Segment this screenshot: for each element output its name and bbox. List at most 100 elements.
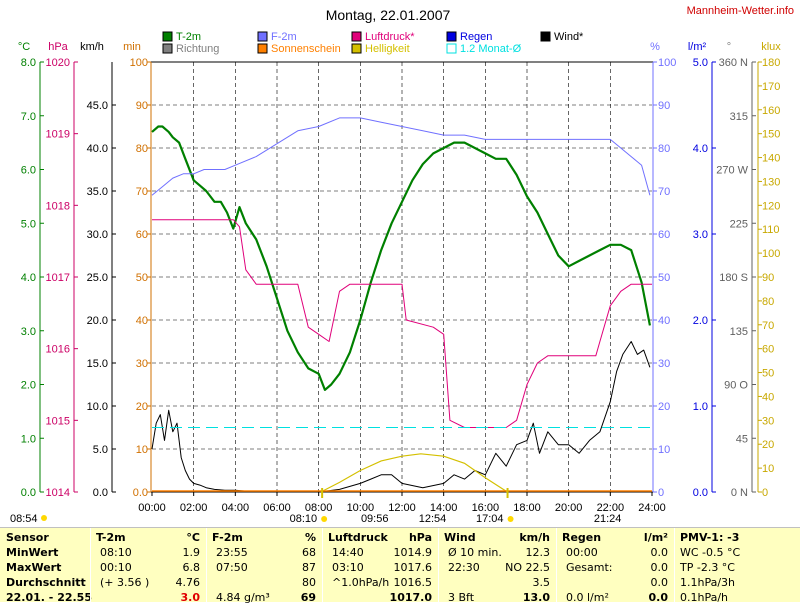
tick-label: 1020 bbox=[46, 57, 70, 69]
time-label: 14:00 bbox=[430, 502, 458, 514]
tick-label: 5.0 bbox=[693, 57, 708, 69]
stats-row: TP -2.3 °C bbox=[680, 561, 735, 574]
tick-label: 7.0 bbox=[21, 111, 36, 123]
tick-label: 90 bbox=[136, 100, 148, 112]
series-line bbox=[151, 117, 651, 196]
stats-col5: Wind km/h Ø 10 min. 12.3 22:30 NO 22.5 3.5 3 Bf… bbox=[439, 528, 557, 604]
tick-label: 0.0 bbox=[133, 487, 148, 499]
tick-label: 0 bbox=[762, 487, 768, 499]
legend-label: 1.2 Monat-Ø bbox=[460, 43, 522, 55]
tick-label: 45.0 bbox=[87, 100, 108, 112]
tick-label: 30 bbox=[658, 358, 670, 370]
stats-col7: PMV-1: -3 WC -0.5 °C TP -2.3 °C 1.1hPa/3h 0.… bbox=[675, 528, 800, 604]
time-label: 16:00 bbox=[472, 502, 500, 514]
tick-label: 45 bbox=[736, 433, 748, 445]
sunrise-icon bbox=[321, 516, 328, 522]
time-label: 22:00 bbox=[597, 502, 625, 514]
legend-swatch bbox=[162, 31, 173, 42]
stats-divider bbox=[438, 528, 439, 602]
unit-label: ° bbox=[727, 41, 731, 53]
stats-header: T-2m °C bbox=[96, 531, 200, 544]
tick-label: 10 bbox=[136, 444, 148, 456]
legend-swatch bbox=[257, 31, 268, 42]
tick-label: 70 bbox=[762, 320, 774, 332]
stats-row: 00:10 6.8 bbox=[100, 561, 200, 574]
time-label: 12:00 bbox=[388, 502, 416, 514]
tick-label: 70 bbox=[136, 186, 148, 198]
tick-label: 60 bbox=[762, 344, 774, 356]
tick-label: 10 bbox=[658, 444, 670, 456]
tick-label: 170 bbox=[762, 81, 780, 93]
legend-label: F-2m bbox=[271, 31, 297, 43]
legend-swatch bbox=[351, 31, 362, 42]
tick-label: 50 bbox=[136, 272, 148, 284]
stats-col-sensor: Sensor MinWert MaxWert Durchschnitt 22.0… bbox=[0, 528, 92, 604]
tick-label: 30 bbox=[136, 358, 148, 370]
legend-label: Richtung bbox=[176, 43, 219, 55]
axes: 8.07.06.05.04.03.02.01.00.01020101910181… bbox=[21, 57, 781, 514]
tick-label: 0.0 bbox=[93, 487, 108, 499]
chart-title: Montag, 22.01.2007 bbox=[326, 7, 451, 23]
tick-label: 3.0 bbox=[693, 229, 708, 241]
tick-label: 20 bbox=[658, 401, 670, 413]
tick-label: 80 bbox=[136, 143, 148, 155]
stats-row: 14:40 1014.9 bbox=[332, 546, 432, 559]
stats-row: 0.0 l/m² 0.0 bbox=[566, 591, 668, 604]
legend-swatch bbox=[540, 31, 551, 42]
tick-label: 15.0 bbox=[87, 358, 108, 370]
time-label: 02:00 bbox=[180, 502, 208, 514]
stats-col4: Luftdruck hPa 14:40 1014.9 03:10 1017.6 ^1.0hP… bbox=[323, 528, 439, 604]
tick-label: 140 bbox=[762, 153, 780, 165]
tick-label: 60 bbox=[658, 229, 670, 241]
legend-swatch bbox=[446, 31, 457, 42]
unit-label: % bbox=[650, 41, 660, 53]
stats-label-min: MinWert bbox=[6, 546, 59, 559]
stats-row: (+ 3.56 ) 4.76 bbox=[100, 576, 200, 589]
moon-a-label: 09:56 bbox=[361, 513, 389, 525]
series-line bbox=[151, 341, 651, 493]
legend-label: Sonnenschein bbox=[271, 43, 341, 55]
time-label: 04:00 bbox=[222, 502, 250, 514]
site-link[interactable]: Mannheim-Wetter.info bbox=[687, 5, 794, 17]
series-wind- bbox=[151, 341, 651, 493]
unit-labels: °C hPa km/h min% l/m² ° klux bbox=[18, 41, 781, 53]
tick-label: 90 bbox=[762, 272, 774, 284]
stats-divider bbox=[322, 528, 323, 602]
stats-divider bbox=[556, 528, 557, 602]
stats-row: 3 Bft 13.0 bbox=[448, 591, 550, 604]
tick-label: 40 bbox=[762, 391, 774, 403]
stats-row: 0.1hPa/h bbox=[680, 591, 729, 604]
unit-label: hPa bbox=[48, 41, 68, 53]
tick-label: 225 bbox=[730, 218, 748, 230]
series-layer bbox=[151, 117, 652, 493]
stats-row: 03:10 1017.6 bbox=[332, 561, 432, 574]
time-label: 08:00 bbox=[305, 502, 333, 514]
stats-row: 00:00 0.0 bbox=[566, 546, 668, 559]
stats-header: F-2m% bbox=[212, 531, 316, 544]
stats-col6: Regen l/m² 00:00 0.0 Gesamt: 0.0 0.0 0.0 l/m² 0.… bbox=[557, 528, 675, 604]
tick-label: 80 bbox=[762, 296, 774, 308]
stats-row: 22:30 NO 22.5 bbox=[448, 561, 550, 574]
tick-label: 1018 bbox=[46, 200, 70, 212]
tick-label: 160 bbox=[762, 105, 780, 117]
unit-label: km/h bbox=[80, 41, 104, 53]
tick-label: 5.0 bbox=[93, 444, 108, 456]
tick-label: 315 bbox=[730, 111, 748, 123]
stats-header: PMV-1: -3 bbox=[680, 531, 740, 544]
tick-label: 25.0 bbox=[87, 272, 108, 284]
tick-label: 1.0 bbox=[21, 433, 36, 445]
series-f-2m bbox=[151, 117, 651, 196]
tick-label: 110 bbox=[762, 224, 780, 236]
tick-label: 20.0 bbox=[87, 315, 108, 327]
tick-label: 0.0 bbox=[21, 487, 36, 499]
stats-header: Luftdruck hPa bbox=[328, 531, 432, 544]
stats-row: WC -0.5 °C bbox=[680, 546, 741, 559]
sunset-label: 17:04 bbox=[476, 513, 504, 525]
tick-label: 180 bbox=[762, 57, 780, 69]
grid bbox=[152, 62, 652, 492]
tick-label: 40.0 bbox=[87, 143, 108, 155]
tick-label: 30.0 bbox=[87, 229, 108, 241]
tick-label: 20 bbox=[136, 401, 148, 413]
tick-label: 10 bbox=[762, 463, 774, 475]
stats-col3: F-2m% 23:55 68 07:50 87 80 4.84 g/m³ 69 bbox=[207, 528, 323, 604]
